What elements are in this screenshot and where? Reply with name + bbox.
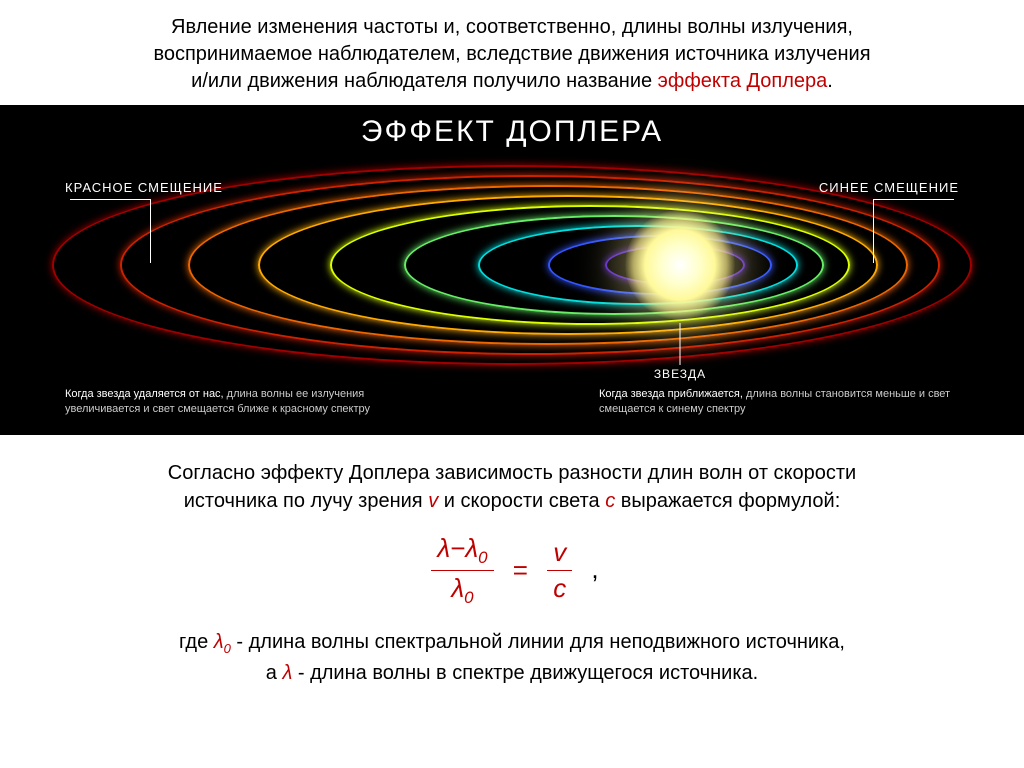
minus: −	[450, 533, 465, 563]
star-icon	[625, 210, 735, 320]
formula-intro-l1: Согласно эффекту Доплера зависимость раз…	[168, 462, 856, 484]
callout-line	[680, 323, 681, 365]
callout-line	[70, 199, 150, 200]
intro-line3-post: .	[827, 70, 833, 92]
numerator: λ−λ0	[431, 533, 493, 571]
fraction-right: v c	[547, 537, 572, 604]
formula-intro: Согласно эффекту Доплера зависимость раз…	[0, 435, 1024, 515]
formula-intro-l2post: выражается формулой:	[615, 490, 840, 512]
blueshift-label: СИНЕЕ СМЕЩЕНИЕ	[819, 180, 959, 195]
denominator: c	[547, 571, 572, 604]
var-lambda: λ	[282, 662, 292, 684]
callout-line	[873, 199, 874, 263]
lambda: λ	[214, 631, 224, 653]
intro-line3-pre: и/или движения наблюдателя получило назв…	[191, 70, 658, 92]
caption-white: Когда звезда удаляется от нас,	[65, 388, 224, 400]
lambda: λ	[437, 533, 450, 563]
numerator: v	[547, 537, 572, 571]
redshift-caption: Когда звезда удаляется от нас, длина вол…	[65, 387, 425, 417]
legend-text: - длина волны в спектре движущегося исто…	[292, 662, 758, 684]
lambda0: λ	[465, 533, 478, 563]
intro-line1: Явление изменения частоты и, соответстве…	[171, 16, 853, 38]
intro-line2: воспринимаемое наблюдателем, вследствие …	[153, 43, 870, 65]
legend-text: - длина волны спектральной линии для неп…	[231, 631, 845, 653]
sub0: 0	[224, 641, 231, 656]
redshift-label: КРАСНОЕ СМЕЩЕНИЕ	[65, 180, 223, 195]
blueshift-caption: Когда звезда приближается, длина волны с…	[599, 387, 959, 417]
intro-highlight: эффекта Доплера	[658, 70, 828, 92]
fraction-left: λ−λ0 λ0	[431, 533, 493, 608]
formula-intro-l2pre: источника по лучу зрения	[184, 490, 428, 512]
diagram-title: ЭФФЕКТ ДОПЛЕРА	[0, 115, 1024, 149]
lambda0: λ	[451, 573, 464, 603]
legend-text: а	[266, 662, 283, 684]
caption-white: Когда звезда приближается,	[599, 388, 743, 400]
doppler-formula: λ−λ0 λ0 = v c ,	[0, 515, 1024, 614]
var-lambda0: λ0	[214, 631, 231, 653]
var-v: v	[428, 490, 438, 512]
denominator: λ0	[431, 571, 493, 608]
callout-line	[874, 199, 954, 200]
intro-paragraph: Явление изменения частоты и, соответстве…	[0, 0, 1024, 105]
callout-line	[150, 199, 151, 263]
legend-text: где	[179, 631, 214, 653]
var-c: c	[605, 490, 615, 512]
comma: ,	[591, 554, 598, 584]
doppler-diagram: ЭФФЕКТ ДОПЛЕРА КРАСНОЕ СМЕЩЕНИЕ СИНЕЕ СМ…	[0, 105, 1024, 435]
sub0: 0	[478, 548, 487, 567]
equals: =	[513, 555, 528, 585]
star-label: ЗВЕЗДА	[654, 367, 706, 381]
formula-intro-l2mid: и скорости света	[438, 490, 605, 512]
sub0: 0	[464, 588, 473, 607]
formula-legend: где λ0 - длина волны спектральной линии …	[0, 614, 1024, 686]
